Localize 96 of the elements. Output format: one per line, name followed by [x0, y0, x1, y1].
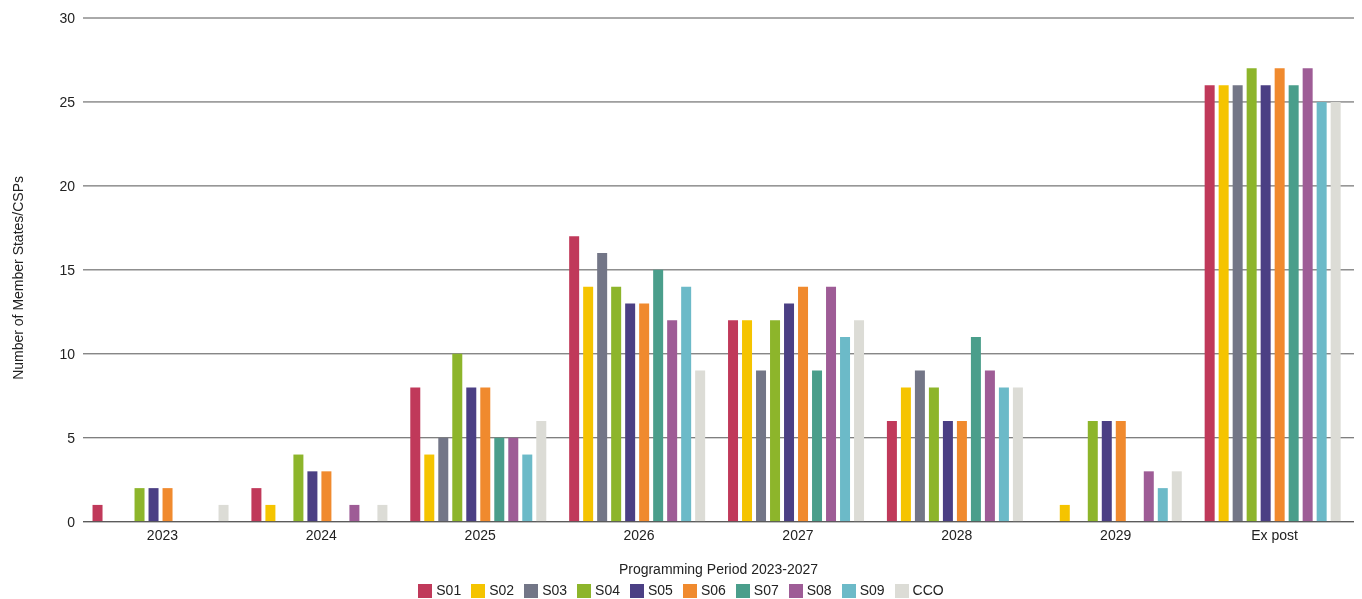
- bar: [639, 303, 650, 522]
- bar: [756, 370, 767, 522]
- y-tick-label: 15: [59, 261, 76, 278]
- bar: [251, 488, 262, 522]
- bar: [92, 504, 103, 522]
- legend-label: S05: [647, 581, 673, 598]
- bar: [1157, 488, 1168, 522]
- bar: [134, 488, 145, 522]
- bar: [770, 320, 781, 522]
- legend-label: S03: [542, 581, 568, 598]
- legend-label: S01: [436, 581, 462, 598]
- y-tick-label: 25: [59, 93, 76, 110]
- x-tick-label: 2026: [623, 526, 655, 543]
- bar: [377, 504, 388, 522]
- legend-label: S06: [700, 581, 726, 598]
- bar: [583, 286, 594, 522]
- bar: [1330, 101, 1341, 522]
- legend-label: S07: [753, 581, 779, 598]
- bar: [1115, 420, 1126, 522]
- bar: [611, 286, 622, 522]
- bar: [970, 337, 981, 522]
- bar: [508, 437, 519, 522]
- x-tick-label: 2025: [464, 526, 496, 543]
- bar: [597, 253, 608, 522]
- bar: [424, 454, 435, 522]
- x-tick-label: 2027: [782, 526, 814, 543]
- bar: [1204, 85, 1215, 522]
- bar: [914, 370, 925, 522]
- bar: [1012, 387, 1023, 522]
- bar: [536, 420, 547, 522]
- bar: [1246, 68, 1257, 522]
- x-axis-title: Programming Period 2023-2027: [618, 560, 819, 577]
- bar: [1274, 68, 1285, 522]
- x-tick-label: 2024: [305, 526, 338, 543]
- bar: [293, 454, 304, 522]
- x-tick-label: 2028: [941, 526, 973, 543]
- bar: [854, 320, 865, 522]
- bar: [480, 387, 491, 522]
- bar: [1288, 85, 1299, 522]
- bar: [742, 320, 753, 522]
- x-tick-label: 2023: [146, 526, 179, 543]
- bar: [522, 454, 533, 522]
- bar: [1087, 420, 1098, 522]
- bar: [1302, 68, 1313, 522]
- bar: [998, 387, 1009, 522]
- bar: [900, 387, 911, 522]
- legend-label: S09: [859, 581, 885, 598]
- bar: [569, 236, 580, 522]
- x-tick-label: Ex post: [1251, 526, 1299, 543]
- bar: [1101, 420, 1112, 522]
- bar: [162, 488, 173, 522]
- bar: [438, 437, 449, 522]
- y-tick-label: 10: [59, 345, 76, 362]
- bar: [494, 437, 505, 522]
- bar: [1232, 85, 1243, 522]
- bar: [681, 286, 692, 522]
- bar: [1143, 471, 1154, 522]
- legend-label: S08: [806, 581, 832, 598]
- legend-label: S02: [489, 581, 515, 598]
- y-axis-title: Number of Member States/CSPs: [9, 175, 26, 380]
- x-tick-label: 2029: [1100, 526, 1132, 543]
- bar: [452, 353, 463, 522]
- bar: [466, 387, 477, 522]
- bar: [798, 286, 809, 522]
- bar: [321, 471, 332, 522]
- bar: [1260, 85, 1271, 522]
- y-tick-label: 30: [59, 9, 76, 26]
- bar: [984, 370, 995, 522]
- bar: [625, 303, 636, 522]
- bar: [826, 286, 837, 522]
- bar: [667, 320, 678, 522]
- y-tick-label: 20: [59, 177, 76, 194]
- bar: [307, 471, 318, 522]
- bar: [1218, 85, 1229, 522]
- bar: [653, 269, 664, 522]
- legend-label: S04: [595, 581, 620, 598]
- bar: [218, 504, 229, 522]
- bar: [728, 320, 739, 522]
- y-tick-label: 5: [67, 429, 76, 446]
- bar: [942, 420, 953, 522]
- bar: [148, 488, 159, 522]
- bar: [812, 370, 823, 522]
- bar: [956, 420, 967, 522]
- bar: [1059, 504, 1070, 522]
- bar: [784, 303, 795, 522]
- bar: [928, 387, 939, 522]
- bar: [349, 504, 360, 522]
- bar: [1171, 471, 1182, 522]
- y-tick-label: 0: [67, 513, 76, 530]
- legend-label: CCO: [912, 581, 944, 598]
- bar: [886, 420, 897, 522]
- bar: [410, 387, 421, 522]
- bar: [695, 370, 706, 522]
- bar: [265, 504, 276, 522]
- bar: [1316, 101, 1327, 522]
- bar: [840, 337, 851, 522]
